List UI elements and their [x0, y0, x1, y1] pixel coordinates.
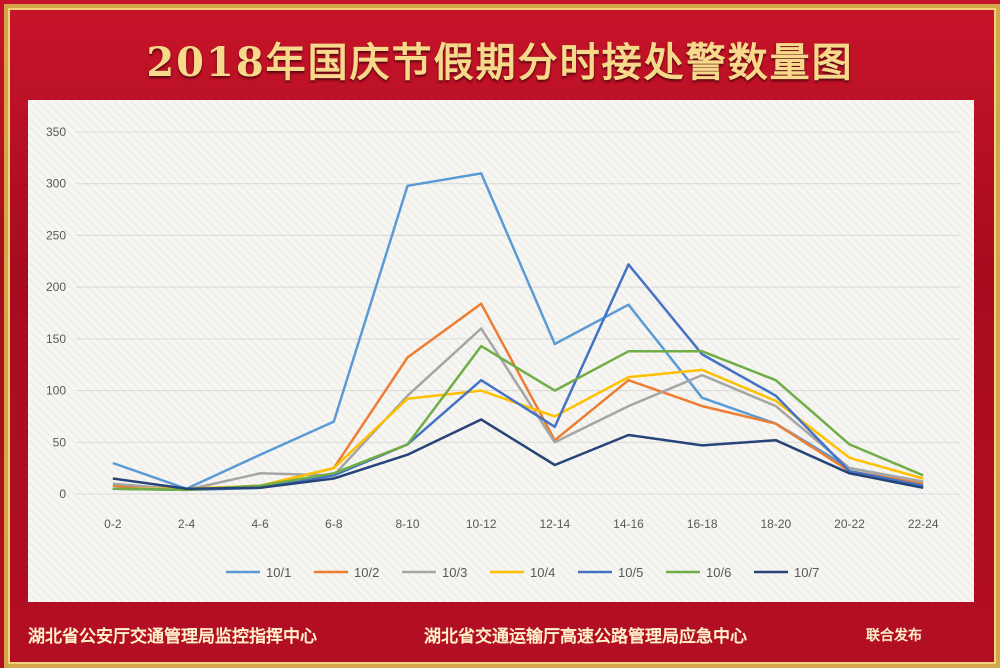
- gold-border: [4, 4, 1000, 668]
- footer: 湖北省公安厅交通管理局监控指挥中心 湖北省交通运输厅高速公路管理局应急中心 联合…: [0, 622, 1000, 652]
- x-tick-label: 14-16: [613, 517, 644, 531]
- y-tick-label: 200: [46, 280, 66, 294]
- footer-note: 联合发布: [866, 628, 922, 644]
- series-lines: [112, 172, 924, 492]
- y-tick-label: 350: [46, 125, 66, 139]
- grid-lines: [76, 131, 960, 495]
- legend-label: 10/1: [266, 565, 291, 580]
- series-line-10-5: [112, 263, 924, 492]
- legend-label: 10/5: [618, 565, 643, 580]
- x-tick-label: 6-8: [325, 517, 343, 531]
- y-tick-label: 150: [46, 332, 66, 346]
- x-tick-label: 8-10: [395, 517, 419, 531]
- x-tick-label: 20-22: [834, 517, 865, 531]
- footer-org1: 湖北省公安厅交通管理局监控指挥中心: [28, 627, 317, 647]
- y-axis-ticks: 0 50 100 150 200 250 300 350: [46, 125, 66, 501]
- series-line-10-6: [112, 344, 924, 492]
- legend-label: 10/7: [794, 565, 819, 580]
- legend: 10/1 10/2 10/3 10/4 10/5 10/6 10/7: [226, 565, 819, 580]
- page-title: 2018年国庆节假期分时接处警数量图: [146, 39, 854, 86]
- y-tick-label: 100: [46, 384, 66, 398]
- y-tick-label: 300: [46, 177, 66, 191]
- x-axis-ticks: 0-2 2-4 4-6 6-8 8-10 10-12 12-14 14-16 16-18 18-2…: [104, 517, 939, 531]
- series-line-10-2: [112, 302, 924, 492]
- legend-label: 10/2: [354, 565, 379, 580]
- y-tick-label: 250: [46, 228, 66, 242]
- series-line-10-3: [112, 327, 924, 492]
- x-tick-label: 4-6: [251, 517, 269, 531]
- y-tick-label: 50: [53, 435, 67, 449]
- x-tick-label: 12-14: [539, 517, 570, 531]
- x-tick-label: 0-2: [104, 517, 122, 531]
- legend-label: 10/3: [442, 565, 467, 580]
- chart-panel: 0 50 100 150 200 250 300 350 0-2 2-4 4-6 6-8 8-10 10…: [28, 100, 974, 602]
- legend-label: 10/4: [530, 565, 555, 580]
- x-tick-label: 10-12: [466, 517, 497, 531]
- line-chart: 0 50 100 150 200 250 300 350 0-2 2-4 4-6 6-8 8-10 10…: [46, 125, 960, 580]
- y-tick-label: 0: [59, 487, 66, 501]
- x-tick-label: 22-24: [908, 517, 939, 531]
- footer-org2: 湖北省交通运输厅高速公路管理局应急中心: [424, 627, 747, 647]
- x-tick-label: 16-18: [687, 517, 718, 531]
- series-line-10-7: [112, 418, 924, 491]
- legend-label: 10/6: [706, 565, 731, 580]
- x-tick-label: 2-4: [178, 517, 196, 531]
- x-tick-label: 18-20: [760, 517, 791, 531]
